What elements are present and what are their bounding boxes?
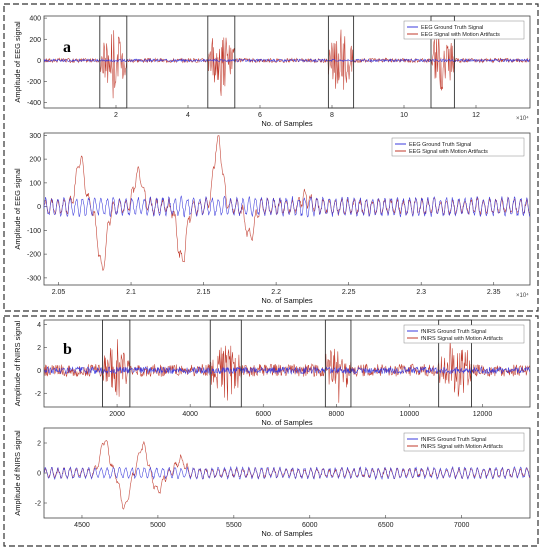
x-tick-label: 2: [114, 112, 118, 119]
x-tick-label: 5000: [150, 522, 166, 529]
x-multiplier: ×10⁴: [516, 292, 529, 299]
y-axis-label: Amplitude of EEG signal: [13, 168, 22, 250]
y-tick-label: -2: [35, 391, 41, 398]
legend-entry: EEG Signal with Motion Artifacts: [421, 32, 500, 38]
x-tick-label: 10: [400, 112, 408, 119]
x-tick-label: 12: [472, 112, 480, 119]
y-tick-label: 0: [37, 58, 41, 65]
legend-entry: fNIRS Signal with Motion Artifacts: [421, 336, 503, 342]
series-line-ground-truth: [43, 465, 531, 481]
y-tick-label: -200: [27, 79, 41, 86]
x-tick-label: 12000: [473, 411, 493, 418]
y-tick-label: 400: [29, 16, 41, 23]
y-tick-label: -100: [27, 228, 41, 235]
artifact-window-box: [102, 319, 131, 408]
artifact-window-box: [327, 15, 355, 109]
y-tick-label: 200: [29, 37, 41, 44]
legend-entry: EEG Ground Truth Signal: [421, 25, 483, 31]
series-line-ground-truth: [43, 366, 531, 375]
x-tick-label: 6000: [255, 411, 271, 418]
legend-entry: fNIRS Ground Truth Signal: [421, 329, 486, 335]
x-tick-label: 4500: [74, 522, 90, 529]
legend-entry: fNIRS Signal with Motion Artifacts: [421, 444, 503, 450]
legend-entry: fNIRS Ground Truth Signal: [421, 437, 486, 443]
panel-a-label: a: [63, 39, 71, 56]
legend-box: [403, 432, 525, 452]
y-tick-label: 0: [37, 368, 41, 375]
y-tick-label: 2: [37, 441, 41, 448]
plot-fnirs-full: 2000 4000 6000 8000 10000 12000 -2 0 2 4 No. of Sa…: [13, 319, 531, 427]
x-axis-label: No. of Samples: [261, 418, 313, 427]
x-tick-label: 2.05: [52, 289, 66, 296]
x-tick-label: 2.15: [197, 289, 211, 296]
x-tick-label: 2.25: [342, 289, 356, 296]
artifact-window-box: [324, 319, 352, 408]
y-tick-label: 300: [29, 133, 41, 140]
y-tick-label: 2: [37, 345, 41, 352]
x-tick-label: 6: [258, 112, 262, 119]
x-tick-label: 2.35: [487, 289, 501, 296]
y-tick-label: 200: [29, 157, 41, 164]
y-axis-label: Amplitude of EEG signal: [13, 21, 22, 103]
y-axis-label: Amplitude of fNIRS signal: [13, 320, 22, 406]
y-tick-label: -300: [27, 275, 41, 282]
y-tick-label: 100: [29, 180, 41, 187]
y-tick-label: -400: [27, 100, 41, 107]
y-tick-label: 0: [37, 471, 41, 478]
x-tick-label: 2.1: [126, 289, 136, 296]
legend-entry: EEG Signal with Motion Artifacts: [409, 149, 488, 155]
series-line-ground-truth: [43, 195, 531, 218]
artifact-window-box: [430, 15, 455, 109]
y-tick-label: 0: [37, 204, 41, 211]
panel-b-border: [3, 315, 539, 547]
plot-eeg-zoom: 2.05 2.1 2.15 2.2 2.25 2.3 2.35 -300 -200 -100 0 10…: [13, 132, 531, 305]
x-tick-label: 4000: [182, 411, 198, 418]
series-line-artifact: [43, 339, 530, 403]
series-line-ground-truth: [43, 58, 531, 63]
panel-b-label: b: [63, 341, 72, 358]
x-tick-label: 2000: [109, 411, 125, 418]
x-tick-label: 6500: [378, 522, 394, 529]
legend-box: [391, 137, 525, 157]
x-tick-label: 2.2: [271, 289, 281, 296]
legend-entry: EEG Ground Truth Signal: [409, 142, 471, 148]
plot-eeg-full: 2 4 6 8 10 12 -400 -200 0 200 400 No. of Samples Amp…: [13, 15, 531, 128]
x-tick-label: 4: [186, 112, 190, 119]
y-axis-label: Amplitude of fNIRS signal: [13, 430, 22, 516]
plot-frame: [43, 132, 531, 286]
x-tick-label: 2.3: [416, 289, 426, 296]
x-tick-label: 8: [330, 112, 334, 119]
series-line-artifact: [43, 29, 531, 99]
plot-fnirs-zoom: 4500 5000 5500 6000 6500 7000 -2 0 2 No. of Sampl…: [13, 427, 531, 538]
y-tick-label: -2: [35, 501, 41, 508]
x-tick-label: 5500: [226, 522, 242, 529]
x-axis-label: No. of Samples: [261, 529, 313, 538]
artifact-window-box: [209, 319, 242, 408]
panel-a-border: [3, 3, 539, 312]
y-tick-label: 4: [37, 322, 41, 329]
x-tick-label: 8000: [329, 411, 345, 418]
x-axis-label: No. of Samples: [261, 119, 313, 128]
artifact-window-box: [99, 15, 128, 109]
x-axis-label: No. of Samples: [261, 296, 313, 305]
y-tick-label: -200: [27, 252, 41, 259]
x-tick-label: 7000: [454, 522, 470, 529]
x-tick-label: 10000: [400, 411, 420, 418]
artifact-window-box: [438, 319, 472, 408]
legend-box: [403, 324, 525, 344]
legend-box: [403, 20, 525, 40]
x-tick-label: 6000: [302, 522, 318, 529]
x-multiplier: ×10⁴: [516, 115, 529, 122]
artifact-window-box: [207, 15, 236, 109]
